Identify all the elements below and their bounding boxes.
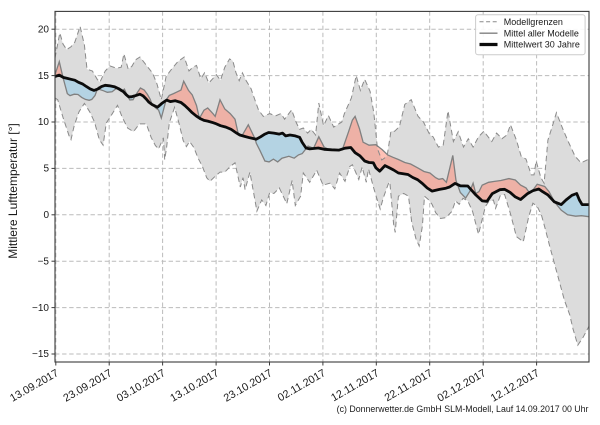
svg-text:(c) Donnerwetter.de GmbH SLM-M: (c) Donnerwetter.de GmbH SLM-Modell, Lau… <box>337 404 589 414</box>
svg-text:−10: −10 <box>32 303 49 314</box>
svg-text:Mittlere Lufttemperatur [°]: Mittlere Lufttemperatur [°] <box>6 123 20 259</box>
svg-text:20: 20 <box>38 24 50 35</box>
svg-text:−5: −5 <box>38 256 50 267</box>
svg-text:Modellgrenzen: Modellgrenzen <box>504 17 563 27</box>
svg-text:Mittelwert 30 Jahre: Mittelwert 30 Jahre <box>504 40 580 50</box>
svg-text:10: 10 <box>38 117 50 128</box>
svg-text:0: 0 <box>43 210 49 221</box>
svg-text:−15: −15 <box>32 349 49 360</box>
svg-text:Mittel aller Modelle: Mittel aller Modelle <box>504 28 579 38</box>
svg-text:15: 15 <box>38 71 50 82</box>
svg-text:5: 5 <box>43 164 49 175</box>
